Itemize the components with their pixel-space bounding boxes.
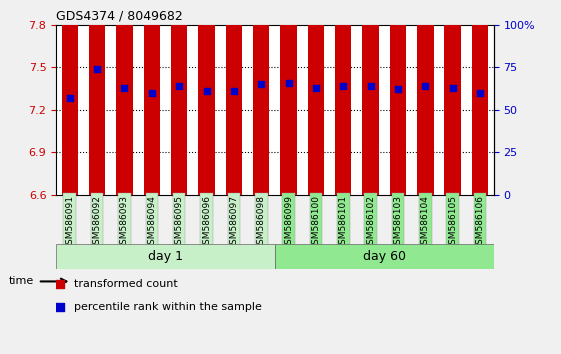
Point xyxy=(202,88,211,94)
Point xyxy=(366,83,375,89)
Text: GSM586091: GSM586091 xyxy=(65,195,74,250)
Point xyxy=(229,88,238,94)
Text: GSM586106: GSM586106 xyxy=(476,195,485,250)
Text: GSM586095: GSM586095 xyxy=(174,195,183,250)
Text: day 1: day 1 xyxy=(148,250,183,263)
Text: GSM586093: GSM586093 xyxy=(120,195,129,250)
Text: GSM586096: GSM586096 xyxy=(202,195,211,250)
Point xyxy=(284,80,293,85)
Bar xyxy=(199,0,215,195)
Point xyxy=(93,66,102,72)
Point xyxy=(148,90,157,96)
Text: transformed count: transformed count xyxy=(73,279,177,289)
Point xyxy=(311,85,320,91)
Text: GSM586105: GSM586105 xyxy=(448,195,457,250)
Text: GSM586100: GSM586100 xyxy=(311,195,320,250)
Bar xyxy=(62,0,78,195)
Point xyxy=(476,90,485,96)
Text: GSM586099: GSM586099 xyxy=(284,195,293,250)
Point xyxy=(310,188,319,194)
Bar xyxy=(171,0,187,195)
Text: percentile rank within the sample: percentile rank within the sample xyxy=(73,302,261,312)
Point xyxy=(65,95,74,101)
Point xyxy=(339,83,348,89)
Text: GDS4374 / 8049682: GDS4374 / 8049682 xyxy=(56,9,183,22)
Bar xyxy=(472,0,488,195)
FancyBboxPatch shape xyxy=(275,244,494,269)
Point xyxy=(174,83,183,89)
Bar xyxy=(444,0,461,195)
FancyBboxPatch shape xyxy=(56,244,275,269)
Point xyxy=(421,83,430,89)
Point xyxy=(448,85,457,91)
Bar xyxy=(307,0,324,195)
Point xyxy=(257,81,266,87)
Text: GSM586103: GSM586103 xyxy=(393,195,402,250)
Bar xyxy=(417,0,434,195)
Text: GSM586104: GSM586104 xyxy=(421,195,430,250)
Bar xyxy=(116,0,132,195)
Bar xyxy=(362,0,379,195)
Text: GSM586092: GSM586092 xyxy=(93,195,102,250)
Text: GSM586102: GSM586102 xyxy=(366,195,375,250)
Bar xyxy=(226,0,242,195)
Bar xyxy=(390,0,406,195)
Point xyxy=(120,85,129,91)
Text: GSM586097: GSM586097 xyxy=(229,195,238,250)
Bar xyxy=(253,0,269,195)
Bar xyxy=(144,0,160,195)
Point xyxy=(393,86,402,92)
Text: day 60: day 60 xyxy=(363,250,406,263)
Text: GSM586101: GSM586101 xyxy=(339,195,348,250)
Text: time: time xyxy=(8,276,34,286)
Text: GSM586098: GSM586098 xyxy=(257,195,266,250)
Text: GSM586094: GSM586094 xyxy=(148,195,157,250)
Bar xyxy=(89,0,105,195)
Bar xyxy=(335,0,351,195)
Bar xyxy=(280,0,297,195)
